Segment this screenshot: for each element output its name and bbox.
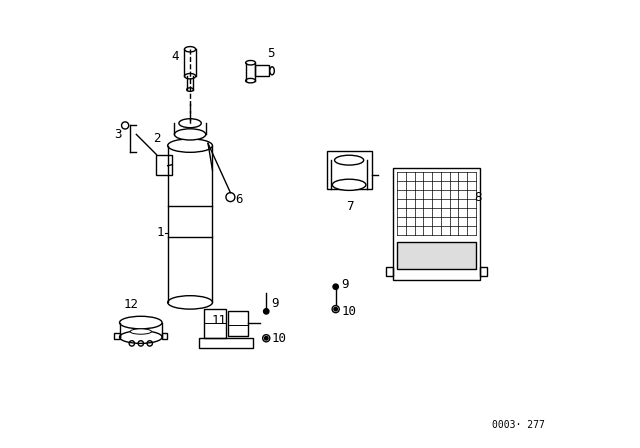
Ellipse shape bbox=[168, 139, 212, 152]
Text: 3: 3 bbox=[114, 128, 122, 141]
Text: 2: 2 bbox=[154, 132, 161, 146]
Text: 5: 5 bbox=[267, 47, 275, 60]
Text: 9: 9 bbox=[271, 297, 279, 310]
Bar bbox=[114, 332, 120, 340]
Text: 8: 8 bbox=[475, 190, 482, 204]
Ellipse shape bbox=[184, 47, 196, 52]
Ellipse shape bbox=[120, 316, 162, 329]
Text: 6: 6 bbox=[235, 193, 243, 206]
Ellipse shape bbox=[246, 60, 255, 65]
Ellipse shape bbox=[184, 73, 196, 79]
Bar bbox=[162, 332, 168, 340]
Bar bbox=[386, 267, 393, 276]
Ellipse shape bbox=[120, 331, 162, 343]
Ellipse shape bbox=[174, 129, 206, 140]
Ellipse shape bbox=[130, 329, 152, 334]
Bar bbox=[397, 242, 476, 269]
Bar bbox=[157, 155, 172, 175]
Ellipse shape bbox=[270, 67, 275, 75]
Bar bbox=[199, 338, 253, 348]
Text: 9: 9 bbox=[342, 278, 349, 291]
Ellipse shape bbox=[179, 119, 201, 128]
Ellipse shape bbox=[168, 296, 212, 309]
Text: 10: 10 bbox=[271, 332, 287, 345]
Circle shape bbox=[334, 307, 337, 311]
Circle shape bbox=[264, 336, 268, 340]
Text: 0003· 277: 0003· 277 bbox=[493, 420, 545, 430]
Text: 7: 7 bbox=[346, 199, 353, 213]
Ellipse shape bbox=[335, 155, 364, 165]
Ellipse shape bbox=[332, 179, 366, 190]
Text: 10: 10 bbox=[342, 305, 356, 318]
Text: 12: 12 bbox=[124, 298, 139, 311]
Text: 11: 11 bbox=[212, 314, 227, 327]
Circle shape bbox=[264, 309, 269, 314]
Text: 4: 4 bbox=[172, 49, 179, 63]
Ellipse shape bbox=[187, 88, 193, 91]
Bar bbox=[326, 151, 371, 189]
Text: 1: 1 bbox=[157, 226, 164, 240]
Circle shape bbox=[333, 284, 339, 289]
Bar bbox=[480, 267, 487, 276]
Bar bbox=[228, 311, 248, 336]
Bar bbox=[255, 65, 269, 76]
Ellipse shape bbox=[246, 78, 255, 83]
Bar bbox=[393, 168, 480, 280]
Bar bbox=[204, 309, 226, 338]
